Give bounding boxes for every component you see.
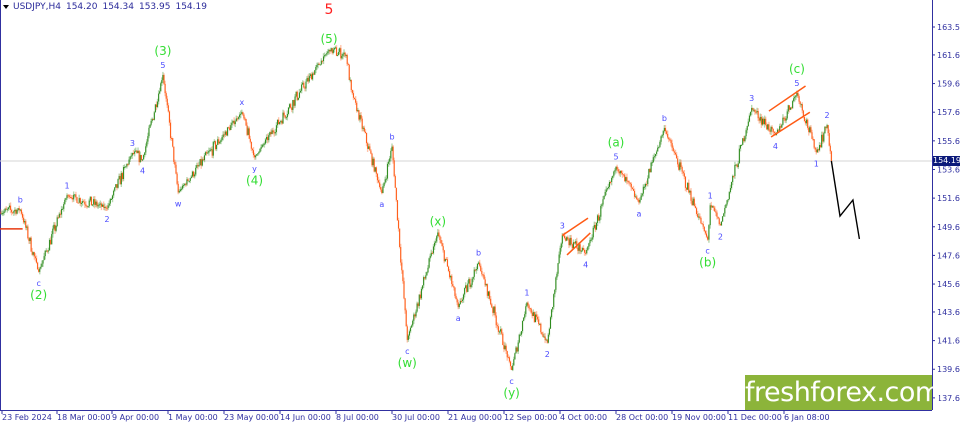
y-tick-label: 155.60 bbox=[937, 137, 960, 146]
x-tick-label: 1 May 00:00 bbox=[168, 413, 218, 422]
wave-label: c bbox=[36, 279, 40, 288]
wave-label: (x) bbox=[430, 214, 446, 228]
y-tick-label: 141.65 bbox=[937, 337, 960, 346]
wave-label: 3 bbox=[749, 94, 754, 103]
x-tick-label: 4 Oct 00:00 bbox=[560, 413, 607, 422]
price-axis: 163.55 161.60 159.60 157.60 155.60 153.60 151.… bbox=[932, 23, 960, 403]
y-tick-label: 153.60 bbox=[937, 165, 960, 174]
wave-label: x bbox=[239, 98, 244, 107]
wave-label: b bbox=[18, 196, 23, 205]
x-tick-label: 30 Jul 00:00 bbox=[392, 413, 440, 422]
wave-label: w bbox=[175, 199, 182, 208]
symbol-header: USDJPY,H4 154.20 154.34 153.95 154.19 bbox=[3, 2, 212, 12]
x-tick-label: 19 Nov 00:00 bbox=[672, 413, 726, 422]
wave-label: (5) bbox=[321, 32, 338, 46]
ohlc-high: 154.34 bbox=[102, 2, 134, 12]
wave-label: c bbox=[509, 377, 513, 386]
wave-label: (2) bbox=[30, 288, 47, 302]
wave-label: 1 bbox=[814, 159, 819, 168]
wave-label: 3 bbox=[130, 139, 135, 148]
x-tick-label: 11 Dec 00:00 bbox=[728, 413, 782, 422]
x-tick-label: 23 May 00:00 bbox=[224, 413, 279, 422]
wave-label: 3 bbox=[560, 221, 565, 230]
y-tick-label: 145.60 bbox=[937, 280, 960, 289]
wave-label: 5 bbox=[160, 61, 165, 70]
y-tick-label: 151.60 bbox=[937, 194, 960, 203]
y-tick-label: 161.60 bbox=[937, 51, 960, 60]
wave-label: a bbox=[636, 209, 641, 218]
wave-label: y bbox=[252, 164, 257, 173]
y-tick-label: 143.65 bbox=[937, 308, 960, 317]
dropdown-triangle-icon[interactable] bbox=[3, 4, 9, 9]
ohlc-low: 153.95 bbox=[138, 2, 171, 12]
channel-line bbox=[768, 85, 806, 112]
y-tick-label: 139.65 bbox=[937, 365, 960, 374]
channel-line bbox=[770, 111, 811, 138]
symbol-timeframe: USDJPY,H4 bbox=[13, 2, 61, 12]
wave-label: (a) bbox=[608, 136, 625, 150]
wave-label: (c) bbox=[789, 62, 805, 76]
wave-label: 1 bbox=[708, 191, 713, 200]
channel-line bbox=[566, 232, 591, 256]
wave-label: 4 bbox=[140, 166, 145, 175]
wave-label: c bbox=[405, 347, 409, 356]
wave-label: 5 bbox=[613, 153, 618, 162]
current-price-tag: 154.19 bbox=[933, 156, 960, 166]
wave-label: 1 bbox=[64, 181, 69, 190]
wave-label: b bbox=[476, 249, 481, 258]
x-tick-label: 12 Sep 00:00 bbox=[504, 413, 557, 422]
freshforex-logo: freshforex.com bbox=[745, 375, 941, 410]
wave-label: a bbox=[379, 200, 384, 209]
projection-path bbox=[830, 160, 861, 240]
wave-label: b bbox=[389, 133, 394, 142]
y-tick-label: 147.60 bbox=[937, 251, 960, 260]
y-tick-label: 163.55 bbox=[937, 23, 960, 32]
annotations: bc(2)12345(3)wxy(4)(5)5abc(w)(x)abc(y)12… bbox=[0, 2, 861, 400]
wave-label: (y) bbox=[503, 386, 519, 400]
x-tick-label: 9 Apr 00:00 bbox=[112, 413, 159, 422]
wave-label: 4 bbox=[583, 260, 588, 269]
y-tick-label: 157.60 bbox=[937, 108, 960, 117]
wave-label: 4 bbox=[773, 142, 778, 151]
wave-label: 2 bbox=[825, 111, 830, 120]
time-axis: 23 Feb 2024 18 Mar 00:00 9 Apr 00:00 1 May … bbox=[1, 410, 830, 422]
wave-label: c bbox=[705, 247, 709, 256]
ohlc-close: 154.19 bbox=[175, 2, 207, 12]
x-tick-label: 6 Jan 08:00 bbox=[784, 413, 830, 422]
x-tick-label: 18 Mar 00:00 bbox=[57, 413, 110, 422]
x-tick-label: 23 Feb 2024 bbox=[2, 413, 52, 422]
x-tick-label: 21 Aug 00:00 bbox=[448, 413, 502, 422]
wave-label: 5 bbox=[794, 79, 799, 88]
ohlc-open: 154.20 bbox=[65, 2, 98, 12]
wave-label: (w) bbox=[398, 356, 417, 370]
wave-label: b bbox=[662, 114, 667, 123]
wave-label: 2 bbox=[718, 232, 723, 241]
wave-label: 1 bbox=[524, 289, 529, 298]
x-tick-label: 14 Jun 00:00 bbox=[280, 413, 331, 422]
wave-label: 2 bbox=[104, 215, 109, 224]
wave-label: 5 bbox=[325, 2, 334, 18]
wave-label: (b) bbox=[699, 256, 716, 270]
x-tick-label: 8 Jul 00:00 bbox=[336, 413, 379, 422]
y-tick-label: 137.65 bbox=[937, 394, 960, 403]
candles bbox=[0, 44, 833, 372]
wave-label: (4) bbox=[246, 173, 263, 187]
wave-label: 2 bbox=[545, 350, 550, 359]
y-tick-label: 149.60 bbox=[937, 223, 960, 232]
channel-line bbox=[561, 217, 589, 236]
wave-label: (3) bbox=[154, 44, 171, 58]
y-tick-label: 159.60 bbox=[937, 80, 960, 89]
x-tick-label: 28 Oct 00:00 bbox=[616, 413, 668, 422]
wave-label: a bbox=[456, 314, 461, 323]
